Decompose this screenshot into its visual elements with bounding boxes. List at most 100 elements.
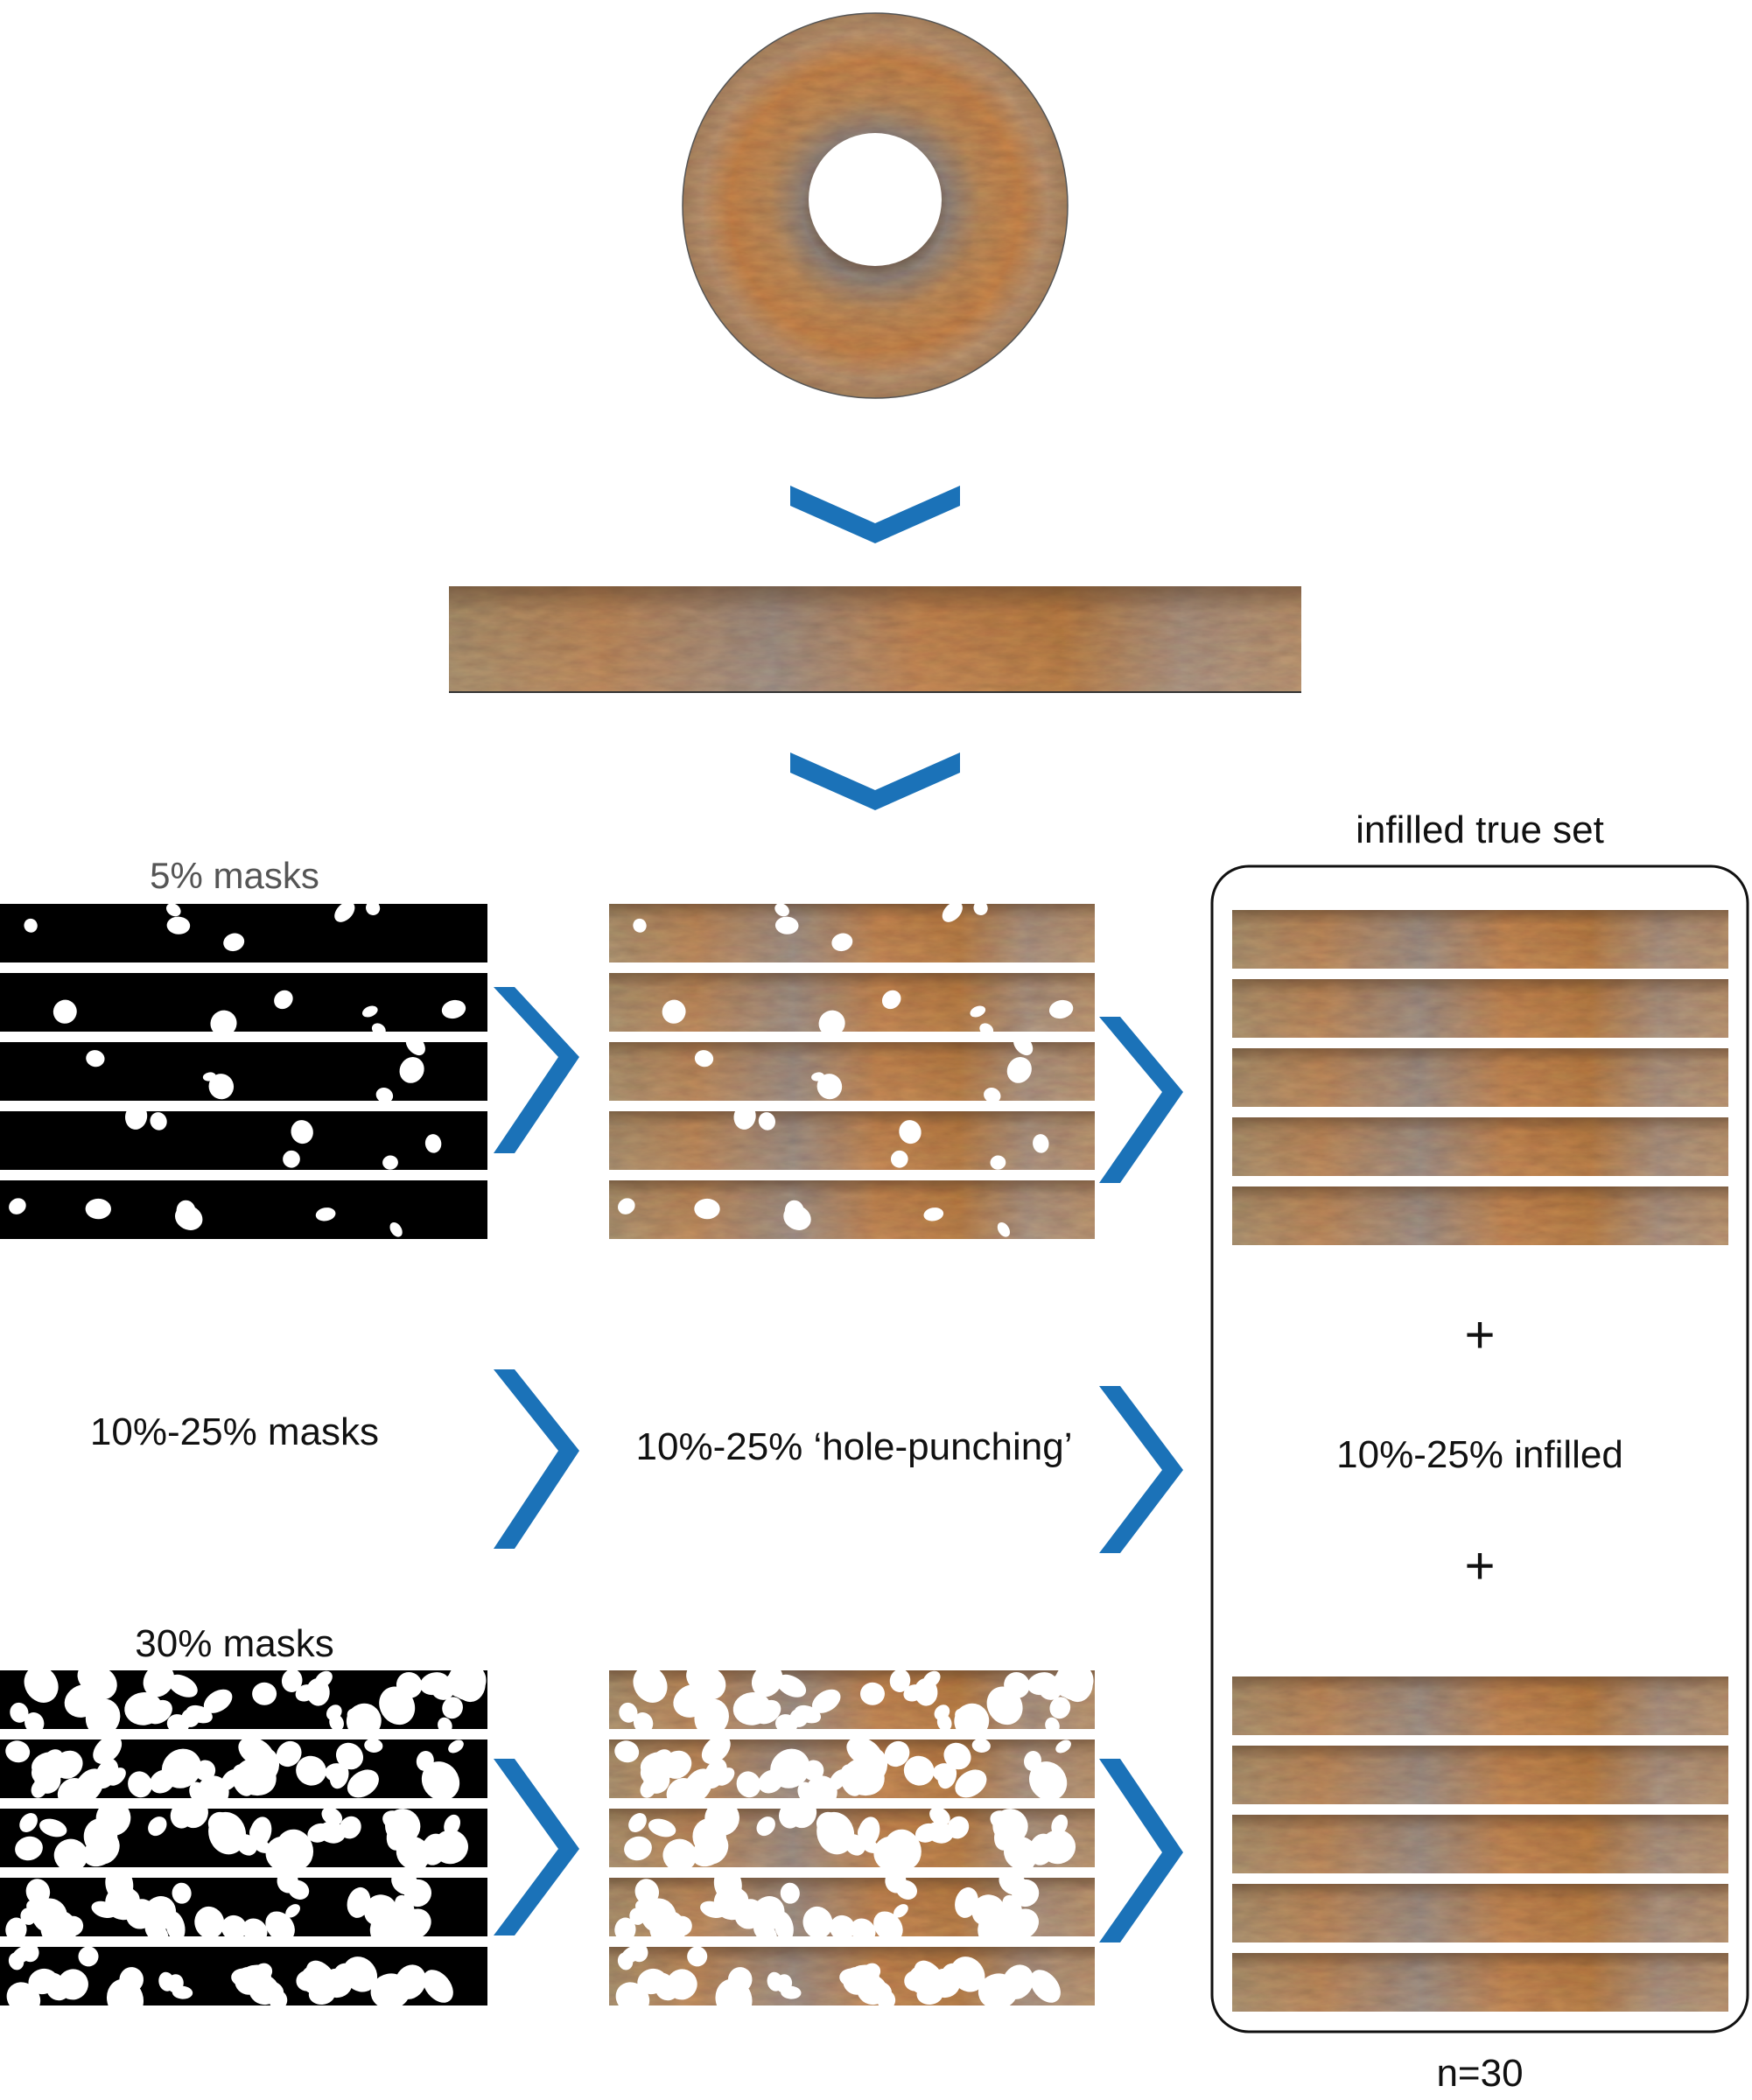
mask-hole (903, 1755, 935, 1786)
mask-hole (321, 1968, 353, 1998)
iris-strip (1232, 1815, 1728, 1873)
iris-strip (609, 1042, 1095, 1101)
label-5-percent-masks: 5% masks (150, 855, 319, 896)
iris-strip (1232, 1676, 1728, 1735)
mask-hole (943, 1742, 971, 1770)
mask-hole (242, 1918, 268, 1936)
mask-hole (733, 1111, 756, 1130)
mask-hole (369, 1908, 410, 1936)
mask-hole (662, 1838, 697, 1867)
mask-hole (347, 1769, 379, 1798)
mask-hole (442, 1697, 463, 1719)
mask-hole (1028, 1761, 1068, 1798)
mask-hole (288, 1880, 310, 1900)
mask-hole (829, 1769, 848, 1791)
mask-hole (751, 1670, 783, 1698)
mask-hole (846, 1740, 883, 1768)
chevron-right-icon (1099, 1017, 1183, 1183)
iris-strip (1232, 1746, 1728, 1804)
mask-hole (20, 1908, 37, 1925)
mask-hole (334, 904, 355, 922)
mask-hole (1052, 1670, 1090, 1699)
iris-strip (609, 1180, 1095, 1239)
mask-hole (617, 1952, 634, 1970)
mask-hole (86, 1050, 105, 1068)
mask-hole (361, 1005, 378, 1018)
iris-strip (1232, 979, 1728, 1038)
mask-hole (1055, 1740, 1071, 1754)
mask-hole (915, 1823, 939, 1843)
mask-hole (207, 1811, 232, 1835)
mask-hole (784, 1200, 804, 1222)
mask-hole (802, 1906, 833, 1936)
iris-strip (609, 1111, 1095, 1170)
mask-hole (929, 1809, 950, 1826)
mask-hole (329, 1714, 344, 1729)
mask-hole (180, 1809, 208, 1829)
mask-hole (235, 1967, 263, 1995)
chevron-right-icon (494, 1759, 579, 1936)
mask-hole (172, 1882, 192, 1904)
mask-hole (382, 1155, 398, 1170)
mask-hole (789, 1708, 809, 1727)
mask-hole (31, 1759, 60, 1785)
iris-strip (1232, 1048, 1728, 1107)
mask-hole (85, 1198, 111, 1220)
mask-hole (633, 1712, 654, 1729)
mask-hole (119, 1967, 144, 1992)
mask-hole (971, 1740, 991, 1753)
mask-hole (873, 1911, 903, 1936)
mask-hole (694, 1198, 720, 1220)
mask-hole (753, 1921, 777, 1936)
mask-hole (221, 1914, 247, 1936)
mask-hole (148, 1816, 167, 1837)
mask-hole (203, 1689, 233, 1713)
mask-hole (932, 1763, 957, 1782)
mask-hole (172, 1985, 193, 1999)
mask-hole (347, 1886, 371, 1918)
mask-hole (954, 1703, 990, 1729)
mask-hole (756, 1816, 775, 1837)
mask-hole (811, 1072, 824, 1082)
mask-hole (899, 1120, 922, 1144)
mask-hole (25, 1879, 51, 1905)
mask-hole (221, 1769, 240, 1791)
mask-stack-30-percent (0, 1670, 487, 2006)
mask-hole (942, 904, 963, 922)
mask-hole (441, 999, 466, 1019)
mask-hole (166, 916, 191, 934)
mask-hole (321, 1809, 343, 1826)
mask-hole (77, 1670, 108, 1692)
mask-hole (399, 1057, 424, 1083)
label-infilled-true-set: infilled true set (1356, 808, 1604, 851)
mask-hole (860, 1682, 885, 1705)
mask-hole (780, 1882, 800, 1904)
mask-hole (990, 1155, 1006, 1170)
mask-hole (618, 1198, 635, 1214)
mask-hole (701, 1740, 731, 1764)
plus-sign: + (1464, 1536, 1495, 1595)
mask-hole (628, 1813, 647, 1832)
mask-hole (25, 1712, 45, 1729)
pupil (809, 133, 942, 266)
mask-hole (1006, 1844, 1028, 1859)
mask-hole (923, 1208, 944, 1222)
mask-hole (884, 1829, 922, 1867)
mask-hole (895, 1880, 918, 1900)
mask-strip (0, 1042, 487, 1101)
mask-hole (615, 1982, 650, 2006)
mask-hole (15, 1836, 43, 1861)
mask-hole (405, 1042, 425, 1056)
mask-hole (881, 990, 901, 1010)
mask-hole (629, 1908, 646, 1925)
mask-hole (85, 1698, 121, 1729)
mask-hole (57, 1969, 88, 2000)
mask-hole (929, 1968, 961, 1998)
mask-hole (5, 1740, 31, 1763)
mask-hole (366, 904, 381, 915)
mask-hole (291, 1120, 313, 1144)
mask-hole (666, 1969, 697, 2000)
mask-hole (176, 1200, 196, 1222)
mask-hole (143, 1670, 175, 1698)
mask-hole (614, 1917, 636, 1936)
